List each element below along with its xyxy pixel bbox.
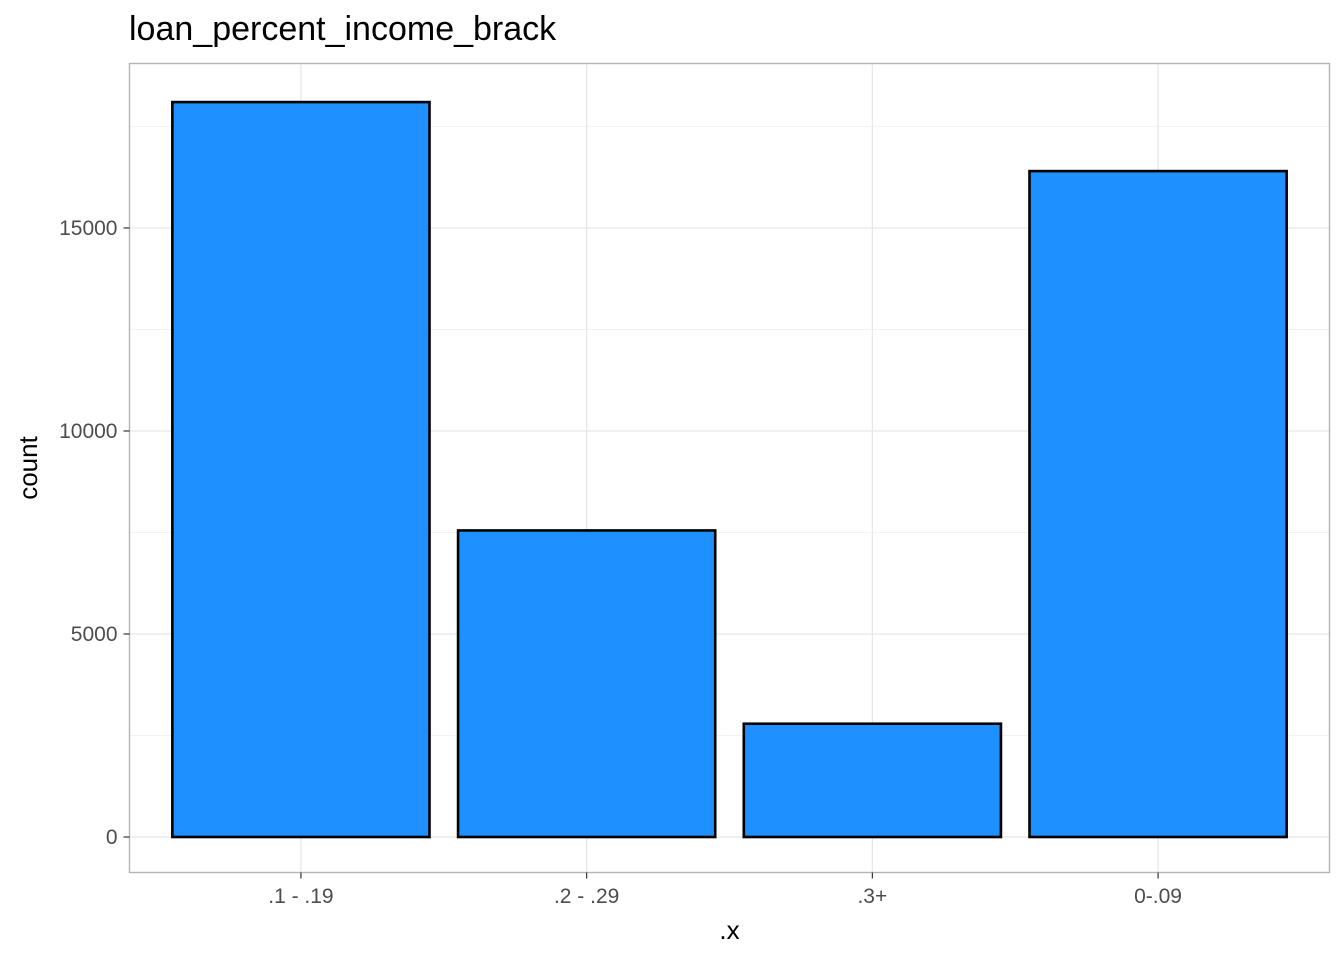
bar-4: [1028, 169, 1288, 839]
x-axis: .1 - .19 .2 - .29 .3+ 0-.09: [268, 872, 1182, 908]
y-axis-title: count: [13, 435, 43, 499]
panel-border: [128, 62, 1331, 874]
bar-1: [171, 100, 431, 839]
y-tick-label: 0: [106, 826, 118, 849]
bar-layer: [171, 100, 1288, 839]
chart-title: loan_percent_income_brack: [129, 10, 557, 48]
y-tick-label: 5000: [71, 623, 118, 646]
x-axis-title: .x: [719, 915, 739, 945]
x-tick-label: 0-.09: [1134, 885, 1182, 908]
x-tick-label: .1 - .19: [268, 885, 333, 908]
bar-3: [742, 722, 1003, 839]
y-tick-label: 15000: [59, 217, 117, 240]
x-tick-label: .3+: [857, 885, 887, 908]
y-tick-label: 10000: [59, 420, 117, 443]
x-tick-label: .2 - .29: [554, 885, 619, 908]
y-axis: 0 5000 10000 15000: [59, 217, 130, 849]
bar-2: [456, 529, 717, 839]
